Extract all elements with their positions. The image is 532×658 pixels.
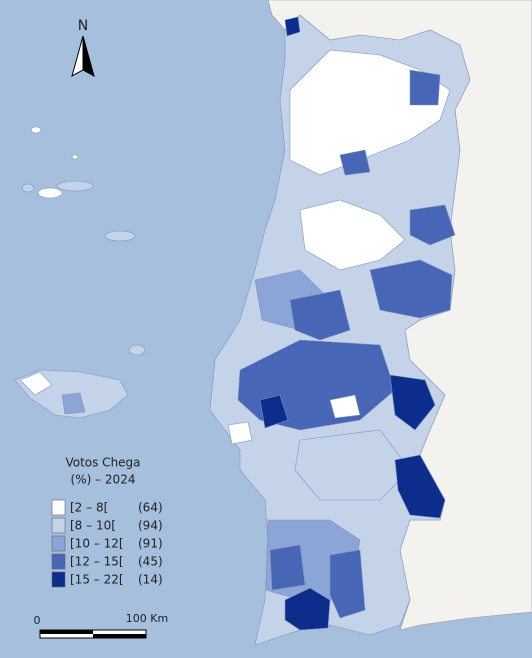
region (409, 204, 456, 246)
scale-end: 100 Km (126, 612, 168, 625)
region (289, 289, 351, 341)
legend-label: [8 – 10[ (70, 519, 116, 533)
north-arrow: N (71, 18, 95, 78)
legend-count: (64) (138, 501, 163, 515)
region (329, 549, 366, 619)
scale-bar: 0 100 Km (34, 612, 168, 639)
island (128, 344, 146, 356)
north-label: N (78, 18, 88, 34)
legend-count: (91) (138, 537, 163, 551)
legend-label: [2 – 8[ (70, 501, 108, 515)
region (389, 374, 436, 431)
legend-label: [10 – 12[ (70, 537, 124, 551)
scale-segment (93, 634, 146, 638)
legend-count: (14) (138, 573, 163, 587)
legend-swatch (51, 535, 66, 552)
island (37, 187, 63, 199)
region (294, 429, 411, 501)
region (284, 16, 301, 37)
region (394, 454, 446, 519)
scale-segment (40, 630, 93, 634)
region (259, 394, 289, 429)
island (71, 154, 79, 160)
legend-swatch (51, 553, 66, 570)
legend-swatch (51, 517, 66, 534)
island (104, 230, 136, 242)
region (339, 149, 371, 176)
arrow-right (82, 35, 95, 78)
legend-count: (45) (138, 555, 163, 569)
island (56, 180, 94, 192)
legend-subtitle: (%) – 2024 (71, 473, 136, 487)
region (269, 544, 306, 591)
legend-title: Votos Chega (65, 456, 140, 470)
mainland (209, 14, 471, 646)
legend-label: [15 – 22[ (70, 573, 124, 587)
region (369, 259, 453, 319)
region (329, 394, 361, 419)
island-region (19, 371, 53, 396)
region (299, 199, 406, 271)
region (284, 587, 331, 631)
region (227, 421, 253, 445)
island (30, 126, 42, 134)
legend-label: [12 – 15[ (70, 555, 124, 569)
island (21, 183, 35, 193)
legend-swatch (51, 571, 66, 588)
region (409, 69, 441, 106)
legend-swatch (51, 499, 66, 516)
azores (21, 126, 136, 242)
legend: [2 – 8[ (64) [8 – 10[ (94) [10 – 12[ (91) [12 … (51, 499, 163, 588)
island-region (61, 392, 86, 415)
legend-count: (94) (138, 519, 163, 533)
madeira (14, 344, 146, 419)
scale-start: 0 (34, 614, 41, 627)
